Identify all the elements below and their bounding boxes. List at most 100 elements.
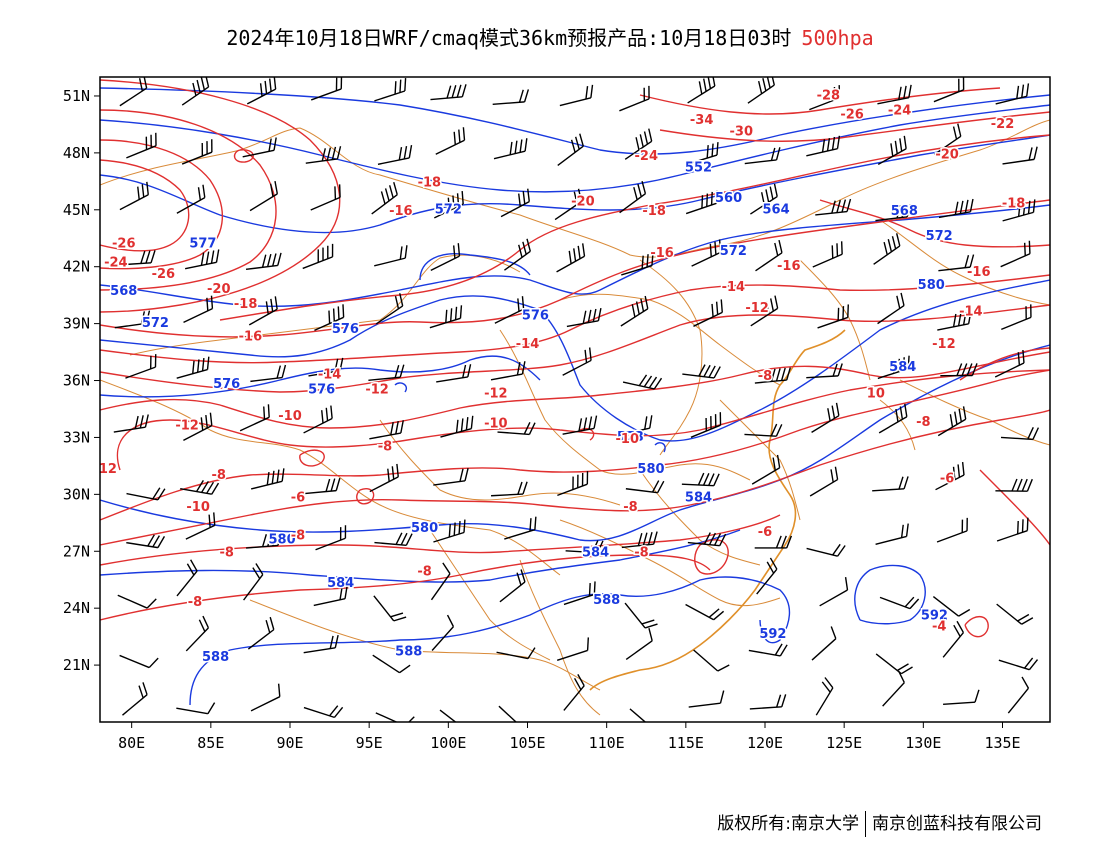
wind-barb: [744, 147, 781, 165]
temperature-contour-label: -26: [840, 107, 864, 122]
wind-barb: [756, 557, 778, 595]
height-contour-label: 576: [332, 322, 359, 337]
wind-barb: [490, 361, 526, 381]
wind-barb: [504, 238, 531, 271]
wind-barb: [620, 295, 649, 327]
height-contour-label: 564: [763, 202, 790, 217]
height-contour-label: 552: [685, 161, 712, 176]
wind-barb: [943, 689, 980, 705]
wind-barb: [750, 183, 778, 215]
footer-left: 版权所有:南京大学: [717, 814, 859, 834]
wind-barb: [248, 296, 278, 326]
temperature-contour-label: -8: [623, 500, 637, 515]
wind-barb: [315, 525, 347, 551]
wind-barb: [942, 620, 965, 658]
wind-barb: [434, 191, 464, 219]
wind-barb: [877, 292, 905, 325]
temperature-contour-label: -10: [186, 500, 210, 515]
title-text: 2024年10月18日WRF/cmaq模式36km预报产品:10月18日03时: [226, 26, 792, 50]
wind-barb: [304, 477, 341, 495]
temperature-contour-label: -12: [175, 419, 199, 434]
footer-separator: [865, 811, 866, 837]
height-contour-label: 588: [202, 650, 229, 665]
wind-barb: [932, 595, 971, 617]
wind-barb: [176, 356, 210, 379]
wind-barb: [369, 463, 399, 493]
wind-barb: [126, 487, 166, 501]
wind-barb: [556, 637, 590, 662]
temperature-contour-label: -30: [730, 125, 754, 140]
height-contour-label: 592: [921, 608, 948, 623]
temperature-contour-label: -10: [278, 409, 302, 424]
x-tick-label: 125E: [826, 734, 862, 752]
temperature-contour-label: -8: [291, 529, 305, 544]
wind-barb: [436, 364, 472, 383]
wind-barb: [377, 144, 413, 166]
height-contour-label: 580: [637, 462, 664, 477]
wind-barb: [882, 670, 905, 707]
wind-barb: [246, 77, 277, 105]
temperature-contour-label: -8: [212, 468, 226, 483]
temperature-contour-label: -20: [207, 282, 231, 297]
wind-barb: [114, 310, 151, 329]
temperature-contour-label: -16: [239, 329, 263, 344]
height-contour-label: 573: [617, 430, 644, 445]
wind-barb: [755, 239, 783, 272]
y-tick-label: 33N: [63, 428, 90, 446]
wind-barb: [754, 535, 793, 549]
temperature-contour-label: -12: [365, 383, 389, 398]
temperature-contour-label: -24: [635, 149, 659, 164]
wind-barb: [1001, 304, 1032, 331]
temperature-contour-label: -6: [758, 525, 772, 540]
wind-barb: [557, 133, 584, 167]
wind-barb: [250, 364, 287, 383]
wind-barb: [815, 677, 834, 716]
wind-barb: [180, 480, 220, 495]
wind-barb: [562, 347, 592, 376]
wind-barb: [557, 471, 589, 497]
temperature-contour-label: -8: [188, 595, 202, 610]
temperature-contour-label: -20: [935, 147, 959, 162]
wind-barb: [877, 355, 910, 380]
map-title: 2024年10月18日WRF/cmaq模式36km预报产品:10月18日03时 5…: [0, 22, 1100, 51]
wind-barb: [1002, 146, 1038, 165]
wind-barb: [809, 466, 839, 497]
wind-barb: [314, 304, 345, 332]
height-contours: [100, 87, 1050, 706]
wind-barb: [875, 523, 909, 545]
temperature-contour-label: -24: [888, 104, 912, 119]
x-tick-label: 95E: [356, 734, 383, 752]
wind-barb: [1000, 427, 1040, 441]
temperature-contour-label: -22: [991, 117, 1015, 132]
wind-barb: [996, 603, 1034, 625]
wind-barb: [936, 517, 968, 543]
wind-barb: [618, 415, 653, 436]
height-contour-label: 577: [189, 236, 216, 251]
temperature-contour-label: -4: [932, 620, 946, 635]
wind-barb: [176, 559, 198, 597]
wind-barb: [247, 616, 275, 650]
wind-barb: [621, 252, 654, 276]
level-text: 500hpa: [801, 26, 874, 50]
wind-barb: [176, 184, 206, 214]
wind-barb: [1007, 676, 1030, 714]
y-tick-label: 48N: [63, 144, 90, 162]
temperature-contour-label: -16: [777, 259, 801, 274]
wind-barb: [430, 562, 451, 601]
wind-barb: [431, 614, 455, 651]
temperature-contour-label: -18: [1002, 197, 1026, 212]
wind-barb: [496, 647, 536, 660]
x-tick-label: 85E: [197, 734, 224, 752]
wind-barb: [994, 349, 1025, 378]
temperature-contour-label: -26: [112, 236, 136, 251]
wind-barbs: [113, 77, 1040, 722]
wind-barb: [812, 241, 843, 268]
wind-barb: [933, 77, 965, 103]
wind-barb: [430, 84, 467, 101]
y-tick-label: 30N: [63, 485, 90, 503]
wind-barb: [686, 142, 719, 166]
height-contour-label: 576: [308, 383, 335, 398]
temperature-contour-label: -24: [104, 255, 128, 270]
temperature-contour-label: -20: [571, 195, 595, 210]
